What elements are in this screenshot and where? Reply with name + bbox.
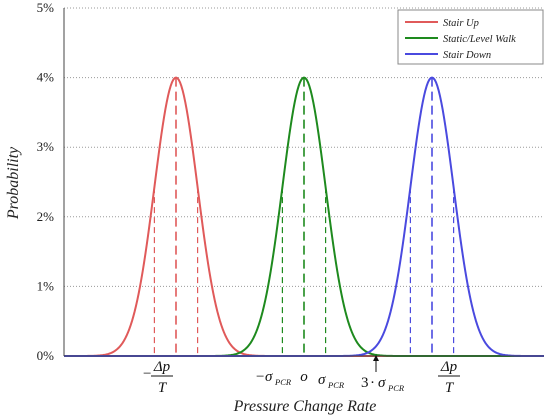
neg-delta-p-numerator: Δp — [153, 359, 171, 375]
y-tick-label: 5% — [37, 0, 55, 15]
y-tick-label: 0% — [37, 348, 55, 363]
y-tick-label: 2% — [37, 209, 55, 224]
pos-delta-p-denominator: T — [445, 380, 455, 396]
neg-delta-p-denominator: T — [158, 380, 168, 396]
neg-sigma-subscript: PCR — [274, 377, 292, 387]
x-axis-title: Pressure Change Rate — [233, 398, 377, 415]
annotation-neg-sigma: − σ PCR — [256, 369, 292, 387]
y-tick-label: 1% — [37, 278, 55, 293]
legend-label-stair-up: Stair Up — [443, 18, 479, 29]
annotation-pos-delta-p-over-t: Δp T — [438, 359, 460, 396]
y-tick-label: 4% — [37, 70, 55, 85]
pos-delta-p-numerator: Δp — [440, 359, 458, 375]
axes — [63, 8, 544, 357]
y-tick-labels: 0% 1% 2% 3% 4% 5% — [37, 0, 55, 363]
neg-delta-p-sign: − — [143, 366, 151, 382]
three-sigma-subscript: PCR — [387, 383, 405, 393]
three-sigma-symbol: σ — [378, 375, 386, 391]
neg-sigma-sign: − — [256, 369, 264, 385]
pos-sigma-symbol: σ — [318, 372, 326, 388]
three-sigma-coefficient: 3 — [361, 375, 369, 391]
neg-sigma-symbol: σ — [265, 369, 273, 385]
annotation-pos-sigma: σ PCR — [318, 372, 345, 390]
pos-sigma-subscript: PCR — [327, 380, 345, 390]
annotation-neg-delta-p-over-t: − Δp T — [143, 359, 173, 396]
legend-label-static-level-walk: Static/Level Walk — [443, 34, 516, 45]
legend: Stair Up Static/Level Walk Stair Down — [397, 9, 544, 65]
origin-label: o — [300, 369, 308, 385]
three-sigma-arrowhead — [373, 355, 379, 361]
three-sigma-dot: · — [370, 375, 375, 391]
annotation-three-sigma: 3 · σ PCR — [361, 355, 405, 393]
legend-label-stair-down: Stair Down — [443, 50, 491, 61]
y-tick-label: 3% — [37, 139, 55, 154]
y-axis-title: Probability — [5, 146, 22, 220]
